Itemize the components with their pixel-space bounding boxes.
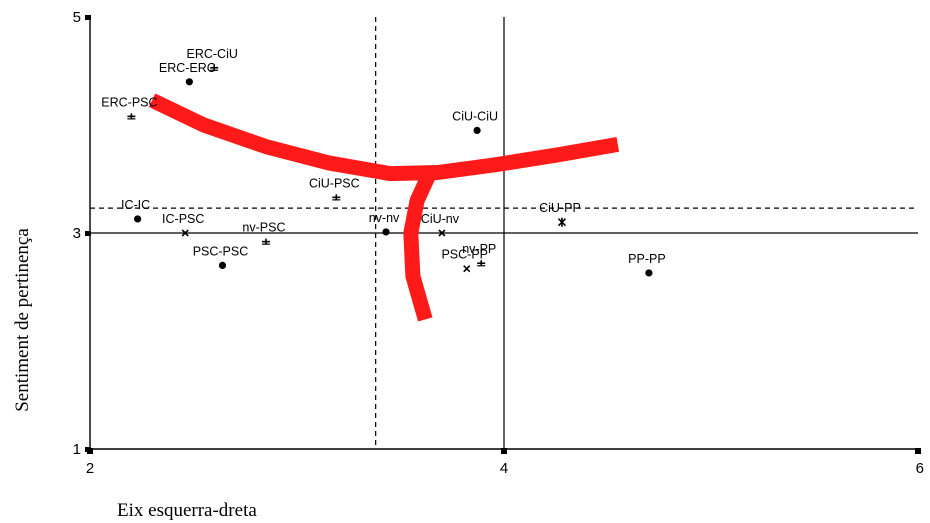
x-tick-mark xyxy=(501,448,507,454)
point-label: PSC-PSC xyxy=(193,244,249,258)
x-axis-title: Eix esquerra-dreta xyxy=(117,500,257,521)
data-point xyxy=(134,215,142,223)
y-tick-label: 3 xyxy=(73,225,81,242)
point-label: ERC-PSC xyxy=(101,95,157,109)
point-label: CiU-CiU xyxy=(452,109,498,123)
data-point xyxy=(473,126,481,134)
point-label: IC-IC xyxy=(121,198,150,212)
data-point xyxy=(210,64,219,71)
point-label: PSC-PP xyxy=(441,248,488,262)
data-point xyxy=(477,260,486,267)
data-point xyxy=(557,217,567,227)
axis-ticks: 2 4 6 1 3 5 xyxy=(73,9,924,477)
point-label: CiU-PSC xyxy=(309,176,360,190)
point-label: ERC-ERC xyxy=(159,61,216,75)
data-point xyxy=(438,229,446,237)
annotation-stroke xyxy=(148,93,620,322)
point-label: CiU-PP xyxy=(539,201,581,215)
y-tick-label: 1 xyxy=(73,441,81,458)
data-point xyxy=(218,261,227,269)
data-point xyxy=(645,269,653,277)
point-label: nv-nv xyxy=(369,211,400,225)
point-label: nv-PSC xyxy=(242,221,285,235)
y-tick-mark xyxy=(85,15,91,20)
point-label: ERC-CiU xyxy=(187,47,238,61)
reference-lines xyxy=(90,17,918,449)
annotation-stroke-top xyxy=(148,93,620,182)
y-tick-mark xyxy=(85,231,91,236)
y-axis-title: Sentiment de pertinença xyxy=(12,228,33,412)
point-label: IC-PSC xyxy=(162,212,204,226)
point-label: CiU-nv xyxy=(421,212,460,226)
data-point xyxy=(463,265,471,273)
data-point xyxy=(332,194,341,201)
y-tick-label: 5 xyxy=(73,9,81,26)
point-label: nv-PP xyxy=(462,242,496,256)
data-point xyxy=(127,113,136,120)
x-tick-label: 6 xyxy=(916,460,924,477)
data-point xyxy=(185,78,193,86)
data-point xyxy=(181,229,189,237)
annotation-stroke-down xyxy=(403,170,437,322)
x-tick-label: 2 xyxy=(86,460,94,477)
data-point xyxy=(261,238,270,245)
point-label: PP-PP xyxy=(628,252,666,266)
y-tick-mark xyxy=(85,447,91,452)
x-tick-mark xyxy=(915,448,921,454)
data-point xyxy=(382,228,390,236)
data-points xyxy=(127,64,653,277)
x-tick-label: 4 xyxy=(500,460,508,477)
